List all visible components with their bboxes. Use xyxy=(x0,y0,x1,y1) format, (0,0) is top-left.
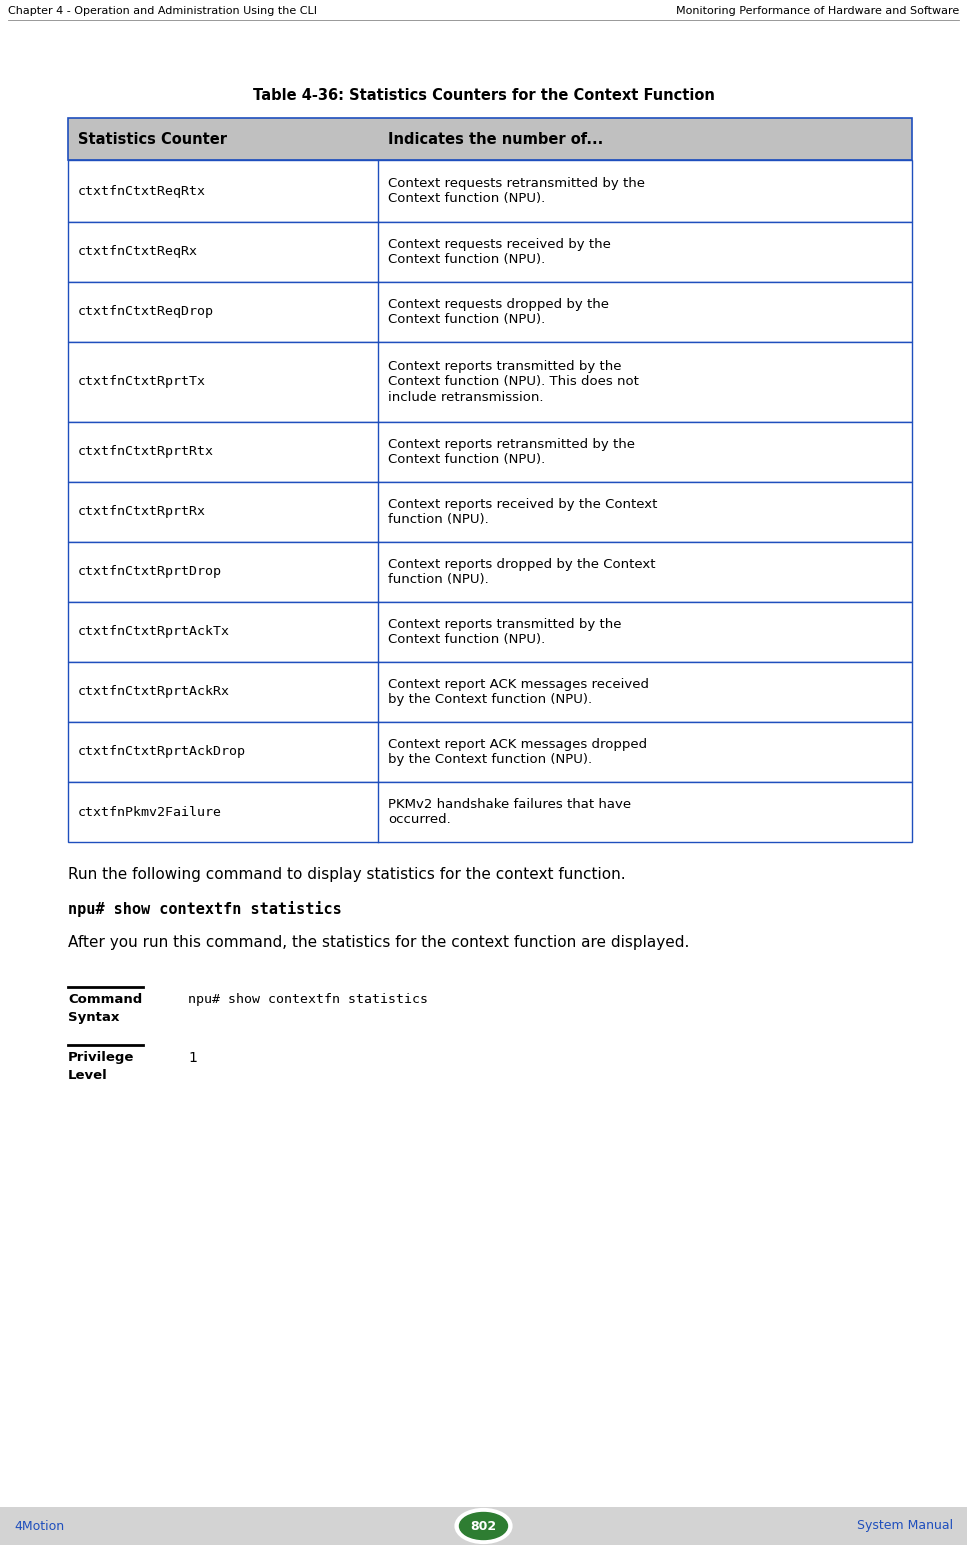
Bar xyxy=(68,482,912,542)
Bar xyxy=(68,722,912,782)
Text: 4Motion: 4Motion xyxy=(14,1519,64,1533)
Text: ctxtfnCtxtRprtAckDrop: ctxtfnCtxtRprtAckDrop xyxy=(78,746,246,759)
Text: Context reports transmitted by the: Context reports transmitted by the xyxy=(388,618,622,630)
Text: npu# show contextfn statistics: npu# show contextfn statistics xyxy=(68,901,341,918)
Bar xyxy=(68,782,912,842)
Bar xyxy=(68,117,912,161)
Text: PKMv2 handshake failures that have: PKMv2 handshake failures that have xyxy=(388,797,631,811)
Text: System Manual: System Manual xyxy=(857,1519,953,1533)
Text: ctxtfnCtxtReqDrop: ctxtfnCtxtReqDrop xyxy=(78,306,214,318)
Text: occurred.: occurred. xyxy=(388,813,451,827)
Text: Context report ACK messages dropped: Context report ACK messages dropped xyxy=(388,739,647,751)
Bar xyxy=(68,661,912,722)
Bar xyxy=(68,161,912,222)
Text: ctxtfnCtxtRprtRx: ctxtfnCtxtRprtRx xyxy=(78,505,206,519)
Text: ctxtfnCtxtRprtAckRx: ctxtfnCtxtRprtAckRx xyxy=(78,686,230,698)
Text: Monitoring Performance of Hardware and Software: Monitoring Performance of Hardware and S… xyxy=(676,6,959,15)
Ellipse shape xyxy=(459,1513,508,1539)
Text: Table 4-36: Statistics Counters for the Context Function: Table 4-36: Statistics Counters for the … xyxy=(252,88,715,104)
Bar xyxy=(68,283,912,341)
Text: Context requests dropped by the: Context requests dropped by the xyxy=(388,298,609,311)
Text: npu# show contextfn statistics: npu# show contextfn statistics xyxy=(188,993,428,1006)
Text: ctxtfnCtxtRprtDrop: ctxtfnCtxtRprtDrop xyxy=(78,565,222,578)
Text: ctxtfnPkmv2Failure: ctxtfnPkmv2Failure xyxy=(78,805,222,819)
Text: Indicates the number of...: Indicates the number of... xyxy=(388,131,603,147)
Ellipse shape xyxy=(456,1509,511,1542)
Text: Chapter 4 - Operation and Administration Using the CLI: Chapter 4 - Operation and Administration… xyxy=(8,6,317,15)
Text: 802: 802 xyxy=(470,1519,497,1533)
Text: Context report ACK messages received: Context report ACK messages received xyxy=(388,678,649,691)
Text: Context reports retransmitted by the: Context reports retransmitted by the xyxy=(388,437,635,451)
Text: ctxtfnCtxtRprtAckTx: ctxtfnCtxtRprtAckTx xyxy=(78,626,230,638)
Text: After you run this command, the statistics for the context function are displaye: After you run this command, the statisti… xyxy=(68,935,689,950)
Bar xyxy=(68,542,912,603)
Text: Context reports dropped by the Context: Context reports dropped by the Context xyxy=(388,558,656,570)
Bar xyxy=(68,603,912,661)
Text: 1: 1 xyxy=(188,1051,197,1065)
Text: Context function (NPU).: Context function (NPU). xyxy=(388,253,545,266)
Text: Context function (NPU).: Context function (NPU). xyxy=(388,633,545,646)
Text: Context function (NPU). This does not: Context function (NPU). This does not xyxy=(388,375,639,388)
Bar xyxy=(0,1506,967,1545)
Text: Context requests received by the: Context requests received by the xyxy=(388,238,611,250)
Text: include retransmission.: include retransmission. xyxy=(388,391,543,403)
Text: Context reports transmitted by the: Context reports transmitted by the xyxy=(388,360,622,372)
Text: by the Context function (NPU).: by the Context function (NPU). xyxy=(388,694,592,706)
Bar xyxy=(68,341,912,422)
Text: ctxtfnCtxtRprtTx: ctxtfnCtxtRprtTx xyxy=(78,375,206,388)
Text: function (NPU).: function (NPU). xyxy=(388,513,488,527)
Text: Context requests retransmitted by the: Context requests retransmitted by the xyxy=(388,176,645,190)
Text: ctxtfnCtxtReqRtx: ctxtfnCtxtReqRtx xyxy=(78,184,206,198)
Bar xyxy=(68,422,912,482)
Text: Context function (NPU).: Context function (NPU). xyxy=(388,314,545,326)
Text: function (NPU).: function (NPU). xyxy=(388,573,488,586)
Text: Context reports received by the Context: Context reports received by the Context xyxy=(388,497,658,511)
Bar xyxy=(68,222,912,283)
Text: ctxtfnCtxtRprtRtx: ctxtfnCtxtRprtRtx xyxy=(78,445,214,459)
Text: Run the following command to display statistics for the context function.: Run the following command to display sta… xyxy=(68,867,626,882)
Text: by the Context function (NPU).: by the Context function (NPU). xyxy=(388,754,592,766)
Text: Command
Syntax: Command Syntax xyxy=(68,993,142,1024)
Text: Privilege
Level: Privilege Level xyxy=(68,1051,134,1082)
Text: Statistics Counter: Statistics Counter xyxy=(78,131,227,147)
Text: Context function (NPU).: Context function (NPU). xyxy=(388,192,545,205)
Text: ctxtfnCtxtReqRx: ctxtfnCtxtReqRx xyxy=(78,246,198,258)
Text: Context function (NPU).: Context function (NPU). xyxy=(388,453,545,467)
